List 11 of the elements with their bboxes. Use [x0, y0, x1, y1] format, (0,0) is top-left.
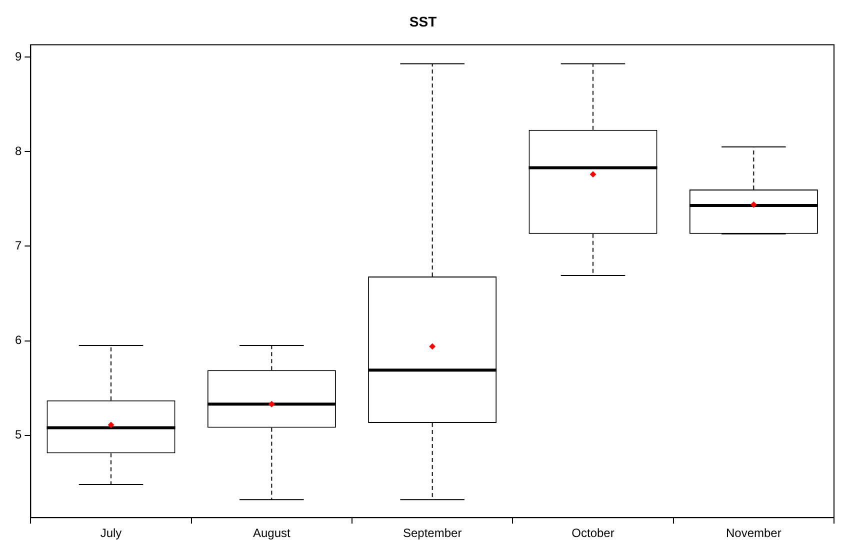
- y-tick-label: 6: [14, 333, 22, 348]
- y-tick-label: 5: [14, 428, 22, 442]
- x-tick-label: July: [100, 526, 122, 540]
- x-tick-label: August: [252, 526, 292, 540]
- x-tick-label: October: [572, 526, 614, 540]
- y-tick-label: 7: [14, 238, 22, 253]
- x-tick-label: November: [726, 526, 782, 540]
- y-tick-label: 9: [14, 49, 22, 64]
- x-tick-label: September: [402, 526, 462, 540]
- chart-title: SST: [409, 13, 438, 30]
- y-tick-label: 8: [14, 144, 22, 158]
